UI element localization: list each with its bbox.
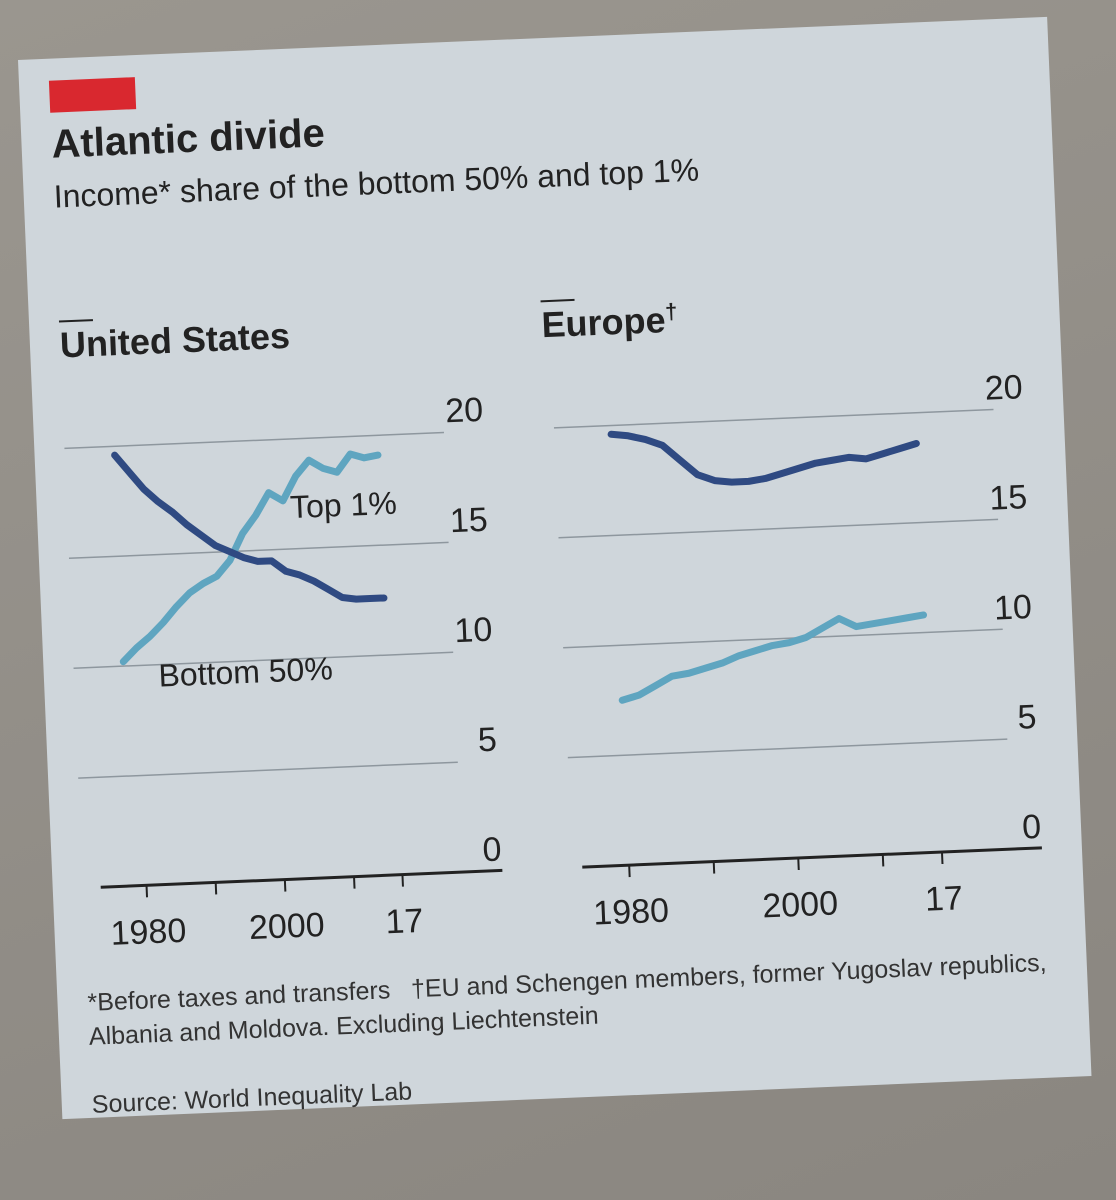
y-tick-label-20: 20	[984, 368, 1023, 408]
y-tick-label-10: 10	[993, 588, 1032, 628]
label-bottom-50: Bottom 50%	[158, 650, 334, 693]
chart-card: Atlantic divide Income* share of the bot…	[18, 16, 1092, 1120]
series-line-top1	[618, 611, 928, 704]
gridline-10	[563, 628, 1003, 649]
footnote-1: *Before taxes and transfers †EU and Sche…	[86, 948, 1048, 1051]
panel-title-us: United States	[59, 314, 291, 366]
x-tick-label-17: 17	[924, 879, 963, 919]
y-tick-label-10: 10	[454, 611, 493, 651]
x-tick-label-17: 17	[385, 902, 424, 942]
x-tick-2010	[353, 876, 356, 889]
x-tick-label-2000: 2000	[248, 906, 325, 947]
x-tick-2000	[797, 857, 800, 871]
x-tick-2017	[401, 874, 404, 887]
gridline-15	[68, 541, 449, 560]
label-top-1: Top 1%	[289, 485, 397, 525]
y-tick-label-0: 0	[482, 830, 502, 869]
series-line-bottom50	[111, 451, 388, 603]
gridline-5	[78, 761, 458, 779]
x-tick-label-1980: 1980	[593, 892, 670, 933]
gridline-10	[73, 651, 454, 669]
y-tick-label-0: 0	[1021, 808, 1041, 847]
x-tick-label-1980: 1980	[110, 912, 187, 953]
x-tick-1990	[712, 861, 716, 874]
panel-title-europe: Europe†	[540, 298, 678, 346]
y-tick-label-20: 20	[444, 391, 483, 431]
gridline-20	[553, 408, 994, 429]
gridline-20	[64, 431, 445, 450]
y-tick-label-15: 15	[989, 478, 1028, 518]
x-tick-1980	[628, 865, 631, 878]
series-line-top1	[119, 450, 382, 666]
x-tick-1980	[145, 885, 149, 898]
us-panel: 0 5 10 15 20 1980 2000 17 Top 1% Bottom 50%	[64, 391, 503, 953]
x-tick-2000	[283, 879, 287, 892]
gridline-15	[558, 518, 999, 539]
series-line-bottom50	[607, 430, 920, 486]
red-tag	[48, 77, 137, 113]
chart-title: Atlantic divide	[50, 111, 326, 167]
x-axis	[582, 846, 1042, 869]
x-axis	[100, 868, 503, 889]
x-tick-2010	[881, 854, 885, 867]
y-tick-label-5: 5	[477, 721, 497, 760]
x-tick-1990	[214, 882, 218, 895]
gridline-5	[567, 738, 1008, 759]
y-tick-label-15: 15	[449, 501, 488, 541]
europe-panel: 0 5 10 15 20 1980 2000 17	[553, 368, 1042, 933]
x-tick-label-2000: 2000	[762, 884, 839, 925]
y-tick-label-5: 5	[1017, 698, 1037, 737]
source-note: Source: World Inequality Lab	[91, 1077, 413, 1119]
x-tick-2017	[940, 851, 944, 865]
